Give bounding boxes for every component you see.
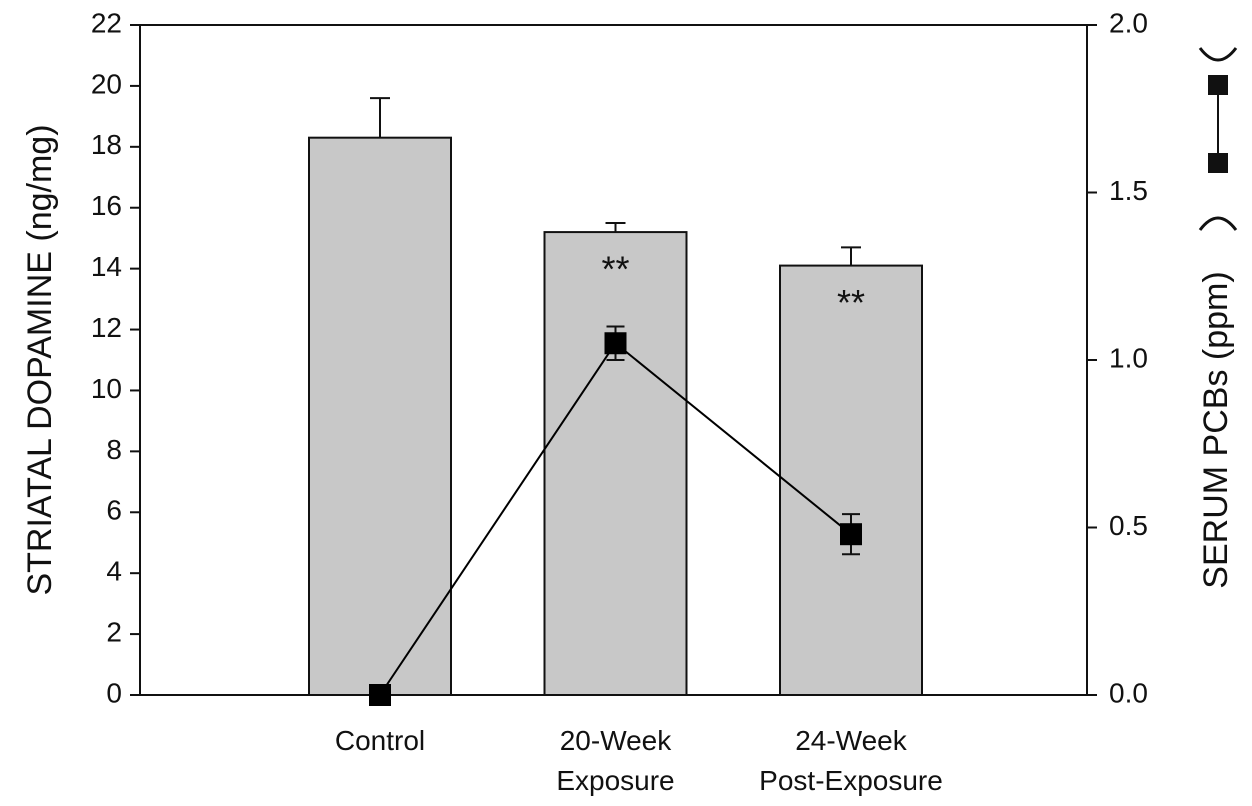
legend-marker bbox=[1208, 153, 1228, 173]
y-tick-label: 4 bbox=[106, 556, 122, 587]
y2-tick-label: 1.0 bbox=[1109, 342, 1148, 373]
y2-tick-label: 2.0 bbox=[1109, 7, 1148, 38]
x-tick-line: Exposure bbox=[556, 765, 674, 796]
y-tick-label: 16 bbox=[91, 190, 122, 221]
y-tick-label: 12 bbox=[91, 312, 122, 343]
x-tick-line: Control bbox=[335, 725, 425, 756]
marker bbox=[604, 332, 627, 355]
y2-tick-label: 0.5 bbox=[1109, 510, 1148, 541]
legend bbox=[1198, 47, 1238, 231]
y2-tick-label: 1.5 bbox=[1109, 175, 1148, 206]
x-tick-line: 20-Week bbox=[560, 725, 673, 756]
bar bbox=[308, 136, 452, 696]
bar bbox=[543, 231, 688, 696]
x-tick-line: Post-Exposure bbox=[759, 765, 943, 796]
y-tick-label: 0 bbox=[106, 677, 122, 708]
legend-paren bbox=[1198, 47, 1238, 62]
y2-tick-label: 0.0 bbox=[1109, 677, 1148, 708]
x-tick-label: 24-Week Post-Exposure bbox=[759, 725, 943, 796]
y-tick-label: 22 bbox=[91, 7, 122, 38]
annotation: ** bbox=[837, 282, 865, 323]
y-tick-label: 10 bbox=[91, 373, 122, 404]
y-tick-label: 14 bbox=[91, 251, 122, 282]
y-tick-label: 6 bbox=[106, 495, 122, 526]
bar bbox=[779, 264, 923, 696]
y-tick-label: 20 bbox=[91, 68, 122, 99]
marker bbox=[369, 684, 391, 706]
y-axis-label: STRIATAL DOPAMINE (ng/mg) bbox=[21, 124, 59, 595]
legend-marker bbox=[1208, 75, 1228, 95]
marker bbox=[840, 523, 862, 546]
annotation: ** bbox=[601, 249, 629, 290]
y-tick-label: 8 bbox=[106, 434, 122, 465]
y-tick-label: 2 bbox=[106, 616, 122, 647]
legend-paren bbox=[1198, 216, 1238, 231]
x-tick-label: 20-Week Exposure bbox=[556, 725, 674, 796]
y2-axis-label: SERUM PCBs (ppm) bbox=[1197, 271, 1235, 588]
x-tick-line: 24-Week bbox=[795, 725, 908, 756]
x-tick-label: Control bbox=[335, 725, 425, 756]
y-tick-label: 18 bbox=[91, 129, 122, 160]
